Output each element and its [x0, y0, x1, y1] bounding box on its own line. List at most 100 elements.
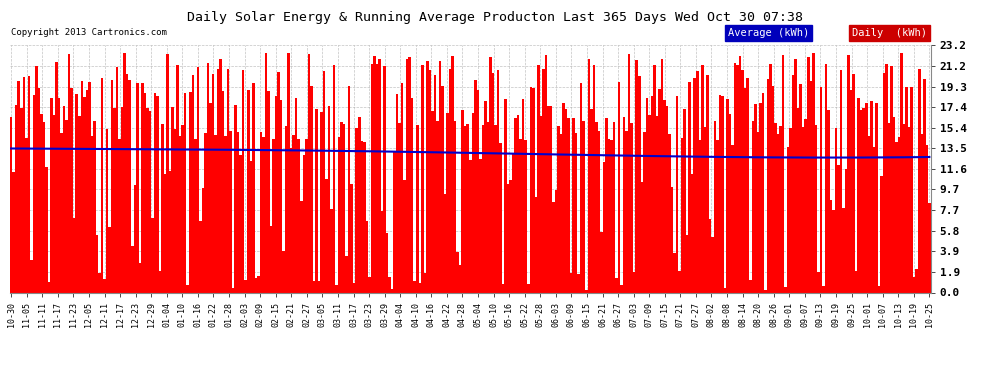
- Bar: [906, 87, 908, 292]
- Bar: [655, 116, 658, 292]
- Bar: [487, 122, 489, 292]
- Bar: [18, 81, 20, 292]
- Bar: [257, 276, 259, 292]
- Bar: [320, 112, 323, 292]
- Bar: [532, 88, 535, 292]
- Bar: [616, 278, 618, 292]
- Bar: [176, 64, 179, 292]
- Bar: [504, 99, 507, 292]
- Bar: [711, 237, 714, 292]
- Bar: [111, 80, 113, 292]
- Bar: [336, 285, 338, 292]
- Bar: [766, 79, 769, 292]
- Bar: [368, 277, 370, 292]
- Bar: [151, 218, 153, 292]
- Bar: [313, 281, 315, 292]
- Bar: [341, 122, 343, 292]
- Bar: [119, 139, 121, 292]
- Bar: [870, 101, 872, 292]
- Bar: [437, 121, 439, 292]
- Bar: [116, 67, 119, 292]
- Bar: [771, 86, 774, 292]
- Bar: [416, 125, 419, 292]
- Bar: [73, 218, 75, 292]
- Bar: [323, 71, 325, 292]
- Bar: [121, 107, 124, 292]
- Bar: [459, 265, 461, 292]
- Text: Copyright 2013 Cartronics.com: Copyright 2013 Cartronics.com: [11, 28, 166, 37]
- Bar: [282, 251, 285, 292]
- Bar: [355, 129, 358, 292]
- Bar: [895, 142, 898, 292]
- Bar: [204, 133, 207, 292]
- Bar: [419, 282, 421, 292]
- Bar: [378, 59, 381, 292]
- Bar: [171, 107, 174, 292]
- Bar: [235, 105, 237, 292]
- Bar: [315, 109, 318, 292]
- Bar: [650, 96, 653, 292]
- Bar: [815, 125, 817, 292]
- Bar: [401, 83, 403, 292]
- Bar: [70, 88, 73, 292]
- Bar: [515, 118, 517, 292]
- Bar: [499, 142, 502, 292]
- Bar: [106, 129, 108, 292]
- Bar: [792, 75, 794, 292]
- Bar: [509, 180, 512, 292]
- Bar: [346, 256, 347, 292]
- Bar: [512, 153, 515, 292]
- Bar: [55, 62, 57, 292]
- Bar: [169, 171, 171, 292]
- Bar: [729, 114, 732, 292]
- Bar: [653, 65, 655, 292]
- Bar: [96, 234, 98, 292]
- Bar: [875, 103, 877, 292]
- Bar: [544, 55, 547, 292]
- Bar: [461, 110, 464, 292]
- Bar: [139, 263, 141, 292]
- Bar: [800, 84, 802, 292]
- Bar: [388, 276, 391, 292]
- Bar: [628, 54, 631, 292]
- Bar: [507, 184, 509, 292]
- Bar: [179, 136, 181, 292]
- Bar: [15, 105, 18, 292]
- Bar: [373, 56, 375, 292]
- Bar: [174, 129, 176, 292]
- Bar: [580, 83, 582, 292]
- Bar: [262, 137, 264, 292]
- Bar: [691, 174, 693, 292]
- Bar: [600, 232, 603, 292]
- Bar: [743, 88, 746, 292]
- Bar: [908, 128, 911, 292]
- Bar: [727, 99, 729, 292]
- Bar: [360, 141, 363, 292]
- Bar: [13, 172, 15, 292]
- Bar: [434, 75, 437, 292]
- Bar: [923, 79, 926, 292]
- Bar: [43, 123, 46, 292]
- Bar: [259, 132, 262, 292]
- Bar: [494, 124, 497, 292]
- Bar: [618, 82, 621, 292]
- Bar: [638, 76, 641, 292]
- Bar: [522, 99, 525, 292]
- Bar: [867, 136, 870, 292]
- Bar: [724, 288, 727, 292]
- Bar: [25, 138, 28, 292]
- Bar: [898, 137, 900, 292]
- Bar: [761, 93, 764, 292]
- Bar: [676, 96, 678, 292]
- Bar: [237, 132, 240, 292]
- Bar: [391, 289, 393, 292]
- Bar: [113, 108, 116, 292]
- Bar: [481, 125, 484, 292]
- Bar: [136, 83, 139, 292]
- Bar: [65, 120, 68, 292]
- Bar: [207, 63, 209, 292]
- Bar: [48, 282, 50, 292]
- Bar: [644, 132, 645, 292]
- Bar: [446, 114, 448, 292]
- Bar: [520, 139, 522, 292]
